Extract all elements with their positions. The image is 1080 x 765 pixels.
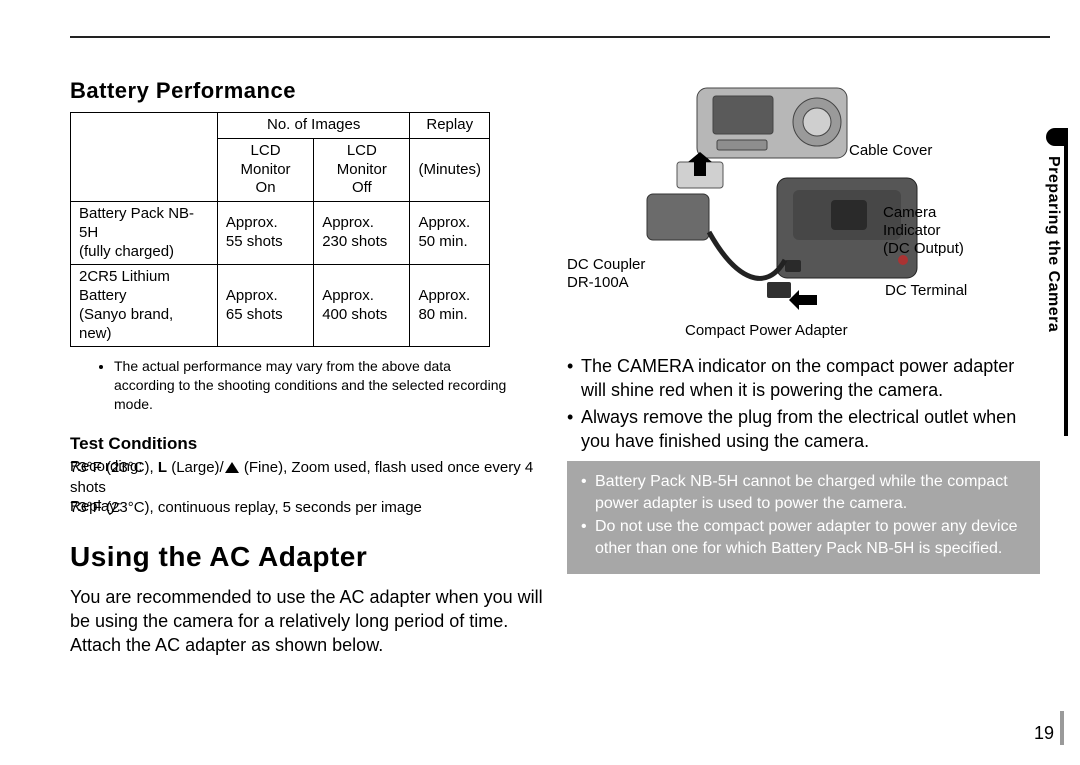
quality-fine-icon xyxy=(225,462,239,473)
page-number-block: 19 xyxy=(1024,719,1064,759)
table-header-lcd-on: LCD MonitorOn xyxy=(217,138,313,201)
side-tab-label: Preparing the Camera xyxy=(1044,156,1062,332)
test-conditions-heading: Test Conditions xyxy=(70,434,543,454)
right-bullet-list: The CAMERA indicator on the compact powe… xyxy=(567,354,1040,455)
top-rule xyxy=(70,36,1050,38)
left-column: Battery Performance No. of Images Replay… xyxy=(70,78,549,759)
performance-note-list: The actual performance may vary from the… xyxy=(114,357,514,414)
warning-box: Battery Pack NB-5H cannot be charged whi… xyxy=(567,461,1040,573)
table-header-replay: Replay xyxy=(410,113,490,139)
ac-adapter-body: You are recommended to use the AC adapte… xyxy=(70,585,543,658)
label-camera-indicator: Camera Indicator (DC Output) xyxy=(883,204,964,258)
right-column: Cable Cover Camera Indicator (DC Output)… xyxy=(567,78,1040,759)
battery-performance-heading: Battery Performance xyxy=(70,78,543,104)
page-content: Battery Performance No. of Images Replay… xyxy=(70,78,1040,759)
ac-adapter-heading: Using the AC Adapter xyxy=(70,541,543,573)
performance-note: The actual performance may vary from the… xyxy=(114,357,514,414)
battery-performance-table: No. of Images Replay LCD MonitorOn LCD M… xyxy=(70,112,490,347)
table-header-minutes: (Minutes) xyxy=(410,138,490,201)
test-replay: Replay: 73°F (23°C), continuous replay, … xyxy=(70,498,543,518)
test-recording: Recording: 73°F (23°C), L (Large)/ (Fine… xyxy=(70,458,543,499)
warning-item: Battery Pack NB-5H cannot be charged whi… xyxy=(581,471,1026,514)
ac-adapter-figure: Cable Cover Camera Indicator (DC Output)… xyxy=(567,78,1040,348)
warning-item: Do not use the compact power adapter to … xyxy=(581,516,1026,559)
right-bullet: Always remove the plug from the electric… xyxy=(567,405,1040,454)
table-header-lcd-off: LCD MonitorOff xyxy=(314,138,410,201)
label-cable-cover: Cable Cover xyxy=(849,142,932,160)
table-row: 2CR5 Lithium Battery(Sanyo brand, new) A… xyxy=(71,265,490,347)
label-dc-terminal: DC Terminal xyxy=(885,282,967,300)
test-recording-label: Recording: xyxy=(70,458,160,476)
right-bullet: The CAMERA indicator on the compact powe… xyxy=(567,354,1040,403)
test-replay-label: Replay: xyxy=(70,498,160,516)
label-dc-coupler: DC Coupler DR-100A xyxy=(567,256,645,292)
table-row: Battery Pack NB-5H(fully charged) Approx… xyxy=(71,202,490,265)
page-number: 19 xyxy=(1034,723,1054,744)
table-header-images: No. of Images xyxy=(217,113,410,139)
label-compact-adapter: Compact Power Adapter xyxy=(685,322,848,340)
side-tab: Preparing the Camera xyxy=(1040,136,1068,436)
